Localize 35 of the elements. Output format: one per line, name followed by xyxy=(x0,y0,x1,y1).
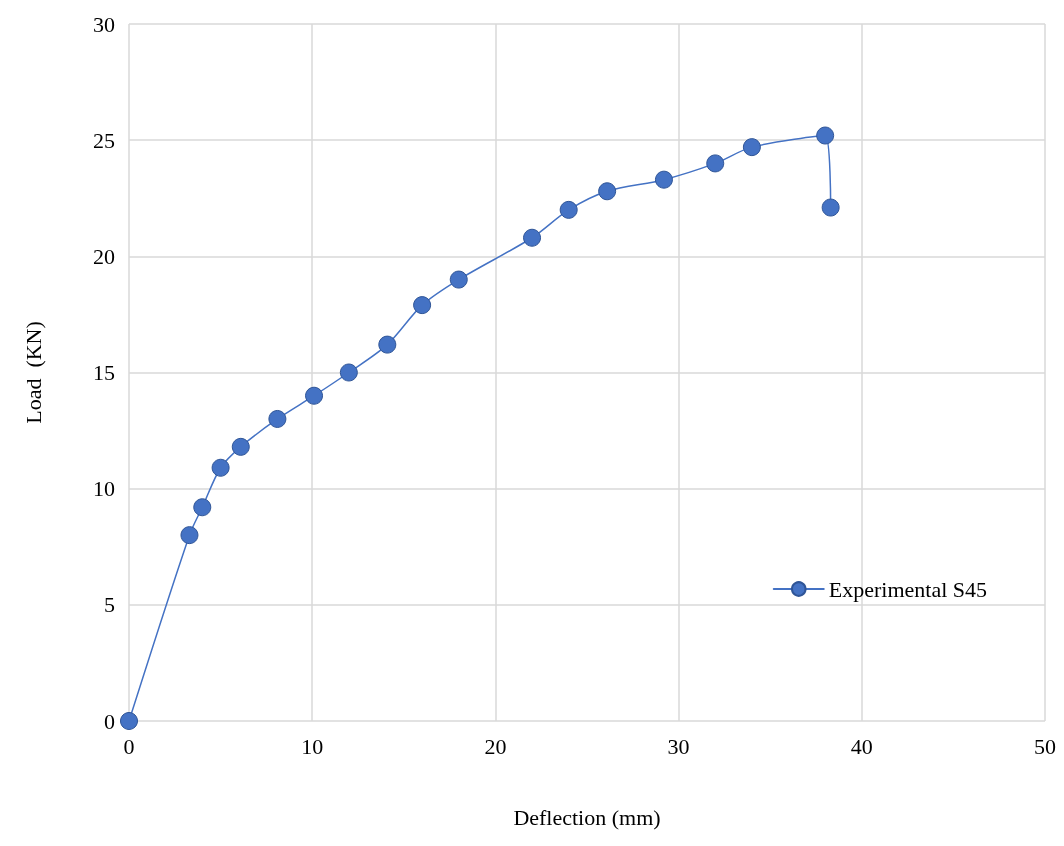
x-tick-label: 10 xyxy=(301,733,324,759)
x-axis-title: Deflection (mm) xyxy=(513,804,661,830)
point xyxy=(523,228,542,247)
point xyxy=(378,335,397,354)
point xyxy=(211,458,230,477)
point xyxy=(180,526,199,545)
point xyxy=(268,409,287,428)
y-tick-label: 30 xyxy=(93,11,115,37)
y-tick-label: 10 xyxy=(93,476,115,502)
x-tick-label: 0 xyxy=(123,733,135,759)
legend-label: Experimental S45 xyxy=(828,576,988,602)
y-tick-label: 0 xyxy=(104,708,115,734)
y-axis-title: Load (KN) xyxy=(20,321,46,424)
y-tick-label: 5 xyxy=(104,592,115,618)
point xyxy=(742,138,761,157)
point xyxy=(559,200,578,219)
point xyxy=(449,270,468,289)
y-tick-label: 15 xyxy=(93,360,115,385)
x-tick-label: 40 xyxy=(850,733,873,759)
point xyxy=(654,170,673,189)
x-tick-label: 30 xyxy=(667,733,690,759)
point xyxy=(120,712,138,730)
point xyxy=(598,182,617,201)
point xyxy=(816,126,835,145)
point xyxy=(231,437,250,456)
point xyxy=(305,386,324,405)
x-tick-label: 50 xyxy=(1034,733,1056,759)
y-tick-label: 25 xyxy=(93,127,115,153)
point xyxy=(339,363,358,382)
point xyxy=(706,154,725,173)
point xyxy=(413,296,432,315)
point xyxy=(821,198,840,217)
x-tick-label: 20 xyxy=(484,733,507,759)
point xyxy=(193,498,212,517)
y-tick-label: 20 xyxy=(93,243,115,269)
